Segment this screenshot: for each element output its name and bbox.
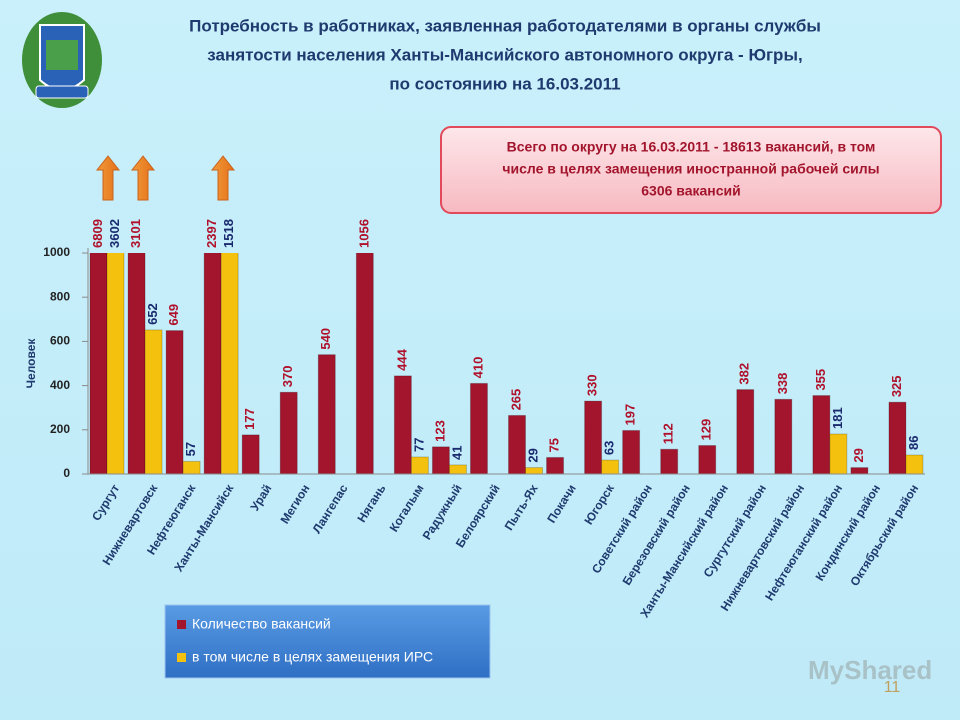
data-label: 75 [546,438,561,452]
bar [431,446,450,475]
legend-label: Количество вакансий [192,616,331,632]
bar [448,464,467,475]
plot [89,253,924,475]
bar [812,395,831,475]
chart-title: Потребность в работниках, заявленная раб… [189,16,821,35]
bar [469,382,488,475]
note-text: Всего по округу на 16.03.2011 - 18613 ва… [507,139,876,155]
legend-swatch [177,653,186,662]
data-label: 3101 [128,219,143,248]
y-tick-label: 600 [50,334,70,348]
bar [317,354,336,475]
data-label: 3602 [107,219,122,248]
data-label: 63 [602,441,617,455]
data-label: 355 [813,369,828,391]
data-label: 370 [280,366,295,388]
bar [165,330,184,475]
bar [584,400,603,475]
bar [905,454,924,475]
data-label: 123 [432,420,447,442]
data-label: 649 [166,304,181,326]
data-label: 444 [394,348,409,370]
bar [850,467,869,475]
data-label: 382 [737,363,752,385]
chart-title: занятости населения Ханты-Мансийского ав… [207,45,802,64]
legend-label: в том числе в целях замещения ИРС [192,649,433,665]
y-tick-label: 800 [50,289,70,303]
bar [279,391,298,475]
data-label: 29 [851,448,866,462]
data-label: 197 [623,404,638,426]
data-label: 410 [470,357,485,379]
y-tick-label: 0 [63,466,70,480]
bar [182,460,201,475]
data-label: 2397 [204,219,219,248]
data-label: 6809 [90,219,105,248]
note-box [440,126,942,214]
bar [698,444,717,475]
data-label: 338 [775,373,790,395]
data-label: 129 [699,419,714,441]
data-label: 265 [508,389,523,411]
page-number: 11 [884,679,901,696]
data-label: 181 [830,407,845,429]
data-label: 112 [661,423,676,444]
data-label: 177 [242,408,257,430]
bar [736,389,755,475]
logo [22,12,102,108]
bar [622,429,641,475]
data-label: 540 [318,328,333,350]
y-tick-label: 1000 [43,245,70,259]
bar [660,448,679,475]
data-label: 1056 [356,219,371,248]
legend-swatch [177,620,186,629]
bar [774,398,793,475]
bar [410,456,429,475]
bar [601,459,620,475]
y-axis-label: Человек [24,338,38,389]
note-text: числе в целях замещения иностранной рабо… [502,161,879,177]
bar [355,253,374,475]
data-label: 29 [525,448,540,462]
bar [393,375,412,475]
data-label: 77 [411,438,426,452]
bar [546,456,565,475]
bar [888,401,907,475]
watermark: MyShared [808,655,932,685]
note-text: 6306 вакансий [641,183,741,199]
bar [144,329,163,475]
data-label: 41 [449,445,464,459]
bar [829,433,848,475]
data-label: 1518 [221,219,236,248]
bar [525,467,543,475]
bar [508,414,526,475]
data-label: 325 [889,375,904,397]
y-tick-label: 200 [50,422,70,436]
y-tick-label: 400 [50,378,70,392]
data-label: 57 [183,442,198,456]
chart-title: по состоянию на 16.03.2011 [389,74,620,93]
data-label: 330 [585,374,600,396]
legend-box [164,604,491,679]
arrows [95,155,236,201]
data-label: 652 [145,303,160,325]
data-label: 86 [906,436,921,450]
bar [241,434,260,475]
